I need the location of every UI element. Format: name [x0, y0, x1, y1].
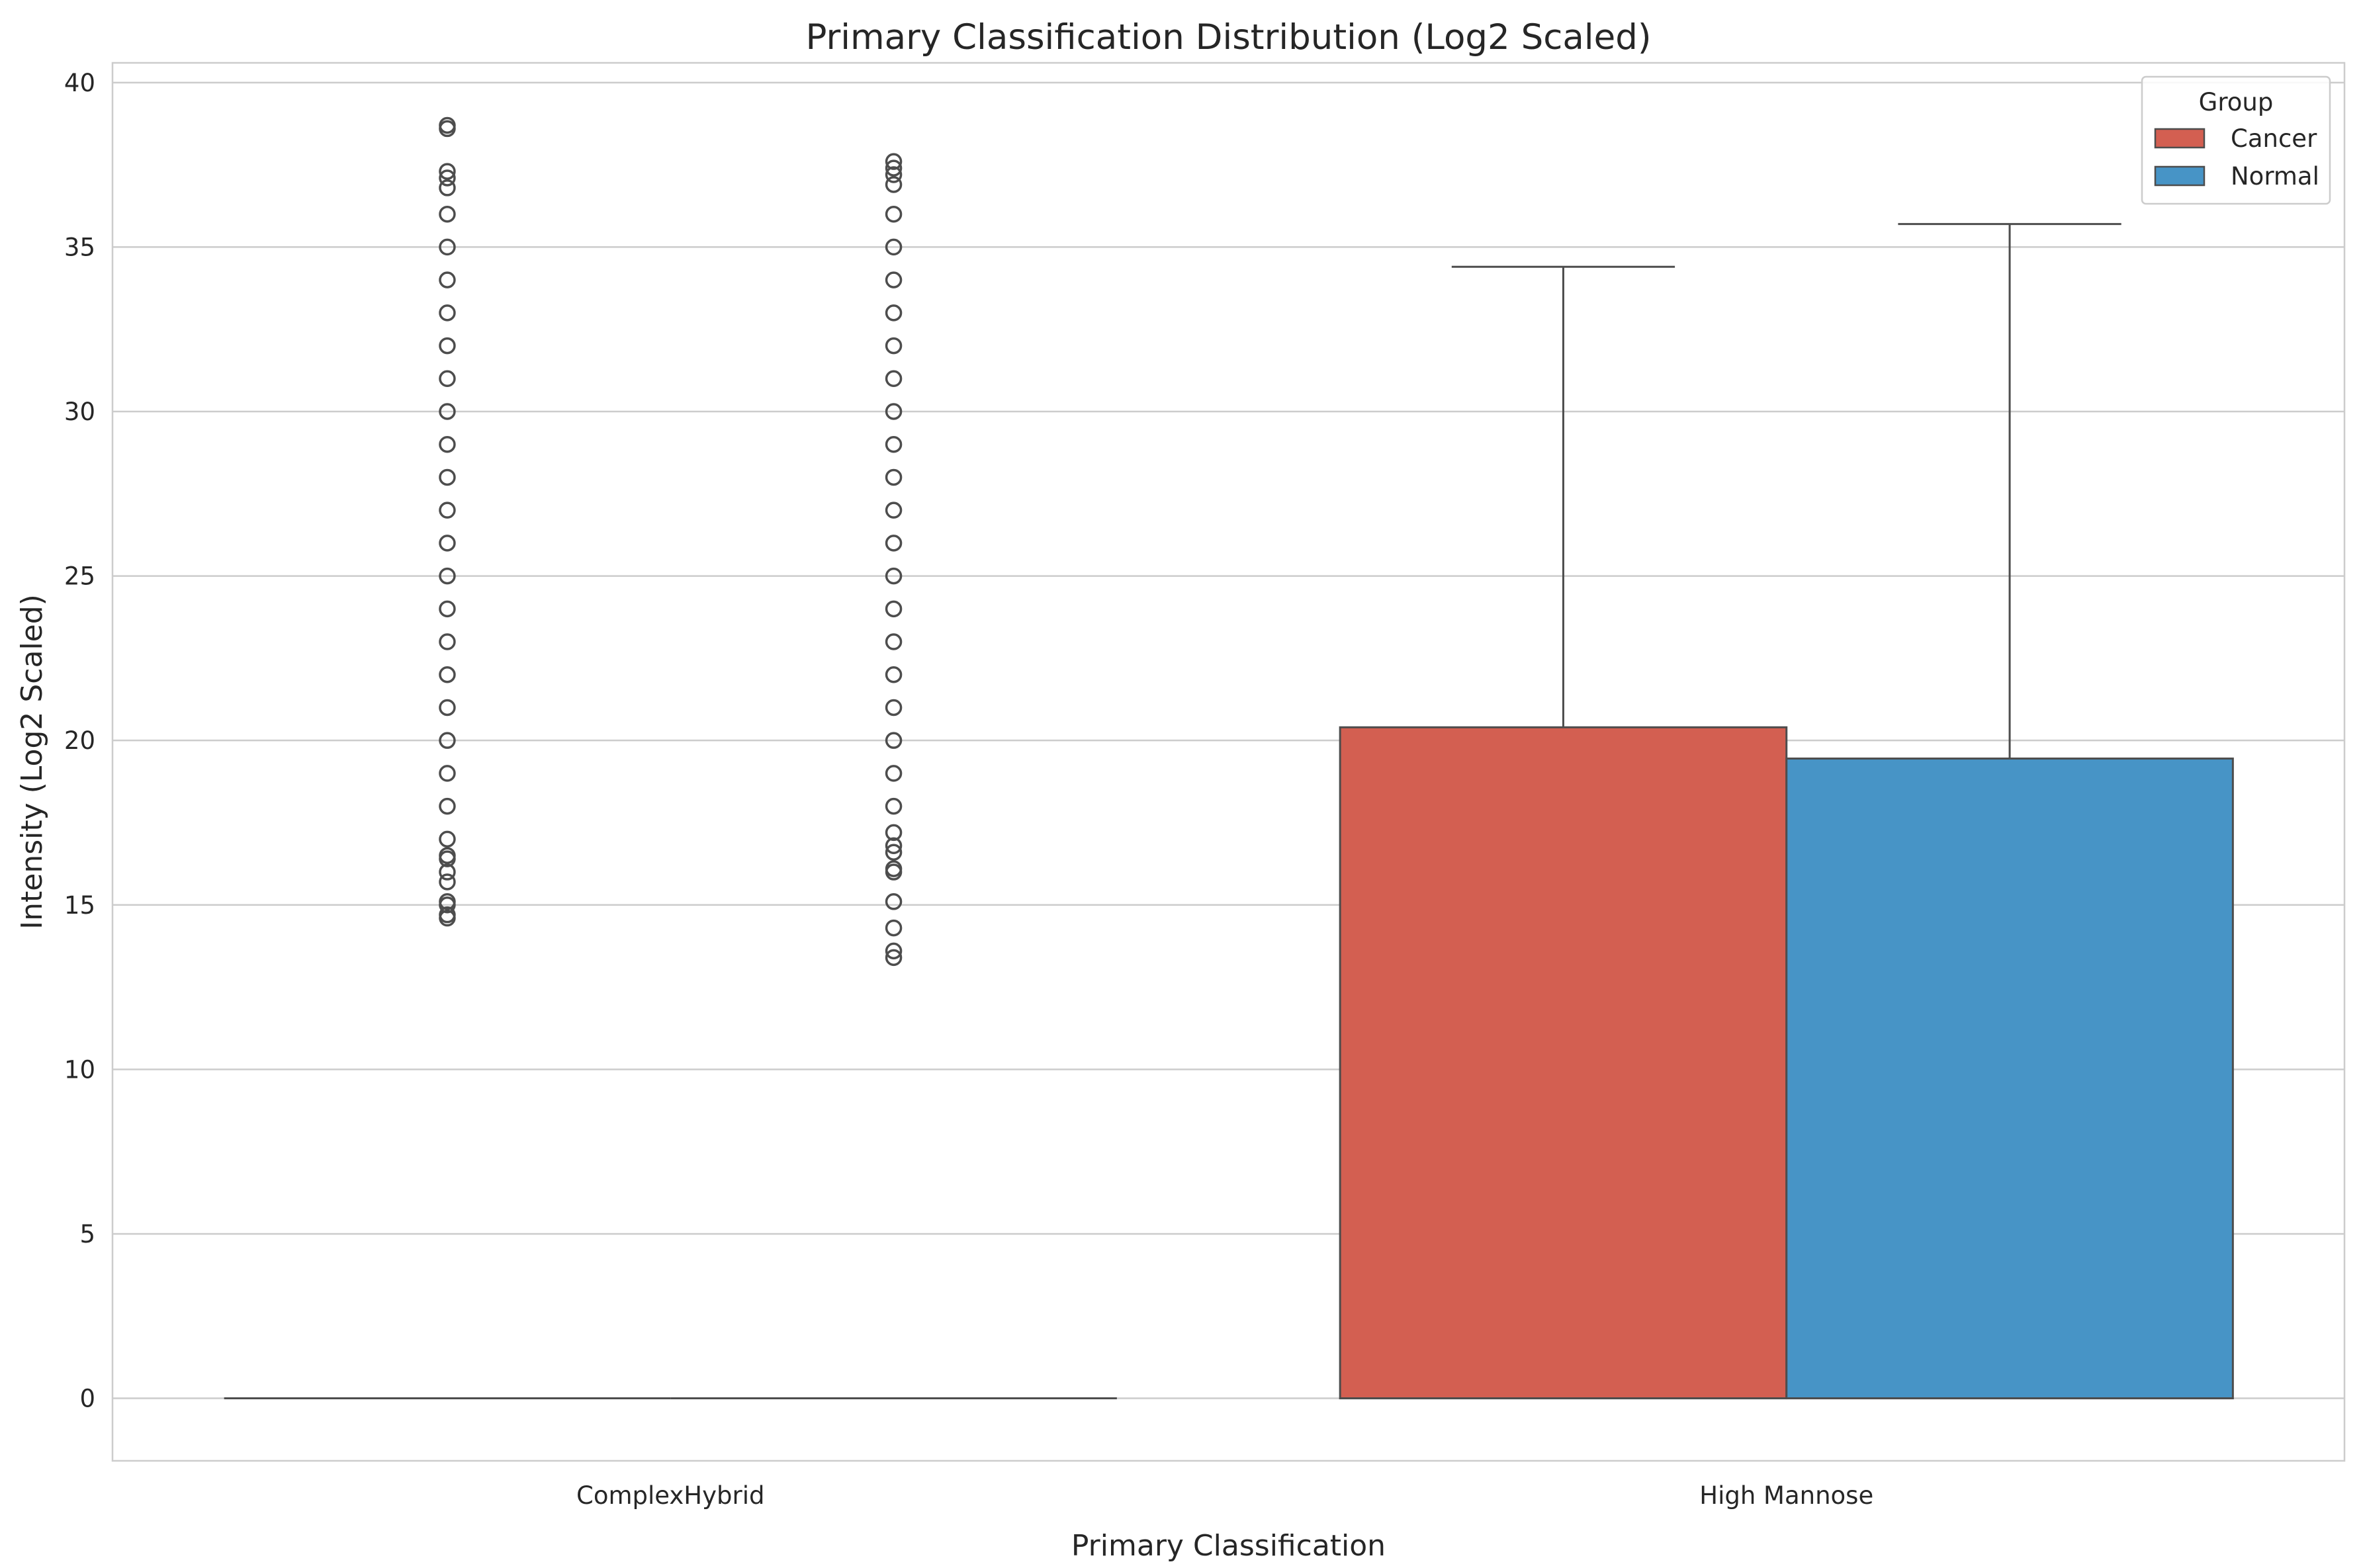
outlier-point	[439, 403, 456, 420]
outlier-point	[439, 600, 456, 618]
outlier-point	[885, 403, 903, 420]
y-tick-label: 30	[64, 398, 95, 426]
outlier-point	[885, 699, 903, 717]
outlier-point	[439, 906, 456, 924]
outlier-point	[439, 765, 456, 782]
outlier-point	[885, 949, 903, 967]
outlier-point	[885, 567, 903, 585]
outlier-point	[885, 304, 903, 322]
outlier-point	[885, 919, 903, 937]
outlier-point	[439, 873, 456, 891]
outlier-point	[885, 468, 903, 486]
outlier-point	[439, 830, 456, 848]
outlier-point	[885, 844, 903, 861]
x-axis-tick-labels: ComplexHybrid High Mannose	[576, 1481, 1873, 1510]
outlier-point	[885, 159, 903, 177]
chart-title: Primary Classification Distribution (Log…	[805, 17, 1651, 58]
outlier-point	[439, 893, 456, 910]
outlier-point	[439, 163, 456, 180]
x-tick-label: ComplexHybrid	[576, 1481, 764, 1510]
outlier-point	[885, 633, 903, 650]
outlier-point	[439, 699, 456, 717]
outlier-point	[885, 797, 903, 815]
outlier-point	[439, 271, 456, 288]
y-tick-label: 40	[64, 69, 95, 97]
outlier-point	[885, 176, 903, 193]
outlier-point	[885, 535, 903, 552]
outlier-point	[439, 169, 456, 187]
legend-swatch-cancer	[2154, 128, 2206, 149]
outlier-point	[439, 732, 456, 749]
outlier-point	[439, 337, 456, 355]
y-tick-label: 20	[64, 726, 95, 755]
outlier-point	[439, 535, 456, 552]
outlier-point	[885, 765, 903, 782]
outlier-point	[439, 304, 456, 322]
x-tick-label: High Mannose	[1699, 1481, 1873, 1510]
legend-swatch-normal	[2154, 165, 2206, 187]
outlier-point	[885, 860, 903, 877]
y-axis-tick-labels: 0 5 10 15 20 25 30 35 40	[64, 69, 95, 1413]
box-cancer-complexhybrid	[224, 116, 671, 1400]
legend-label-cancer: Cancer	[2231, 124, 2317, 153]
legend-label-normal: Normal	[2231, 162, 2319, 191]
x-axis-label: Primary Classification	[1071, 1529, 1386, 1563]
outlier-point	[885, 337, 903, 355]
outlier-point	[439, 847, 456, 864]
y-tick-label: 35	[64, 233, 95, 261]
outlier-point	[885, 435, 903, 453]
outlier-point	[439, 501, 456, 519]
outlier-point	[439, 863, 456, 881]
outlier-point	[885, 153, 903, 170]
outlier-point	[439, 116, 456, 134]
box-normal-complexhybrid	[670, 153, 1117, 1400]
outlier-point	[885, 370, 903, 388]
box-body	[1785, 758, 2234, 1400]
legend-title: Group	[2199, 88, 2274, 116]
y-tick-label: 25	[64, 562, 95, 591]
y-tick-label: 15	[64, 891, 95, 920]
outlier-point	[885, 666, 903, 683]
outlier-point	[439, 205, 456, 223]
outlier-point	[885, 837, 903, 855]
plot-area-frame	[111, 62, 2346, 1462]
outlier-point	[439, 370, 456, 388]
outlier-point	[885, 732, 903, 749]
outlier-point	[439, 567, 456, 585]
outlier-point	[439, 797, 456, 815]
outlier-point	[885, 166, 903, 183]
box-marks	[224, 116, 2234, 1400]
box-body	[1339, 726, 1788, 1400]
legend: Group Cancer Normal	[2141, 75, 2331, 205]
outlier-point	[885, 824, 903, 842]
y-tick-label: 10	[64, 1055, 95, 1084]
outlier-point	[885, 942, 903, 960]
box-normal-high-mannose	[1785, 223, 2234, 1400]
outlier-point	[885, 501, 903, 519]
outlier-point	[885, 238, 903, 256]
y-tick-label: 0	[79, 1385, 95, 1413]
outlier-point	[439, 633, 456, 650]
outlier-point	[885, 893, 903, 910]
outlier-point	[885, 600, 903, 618]
y-tick-label: 5	[79, 1220, 95, 1248]
outlier-point	[439, 468, 456, 486]
outlier-point	[885, 271, 903, 288]
y-axis-label: Intensity (Log2 Scaled)	[15, 594, 49, 930]
outlier-point	[439, 238, 456, 256]
outlier-point	[439, 435, 456, 453]
box-cancer-high-mannose	[1339, 265, 1788, 1400]
outlier-point	[439, 666, 456, 683]
outlier-point	[439, 179, 456, 196]
outlier-point	[885, 205, 903, 223]
